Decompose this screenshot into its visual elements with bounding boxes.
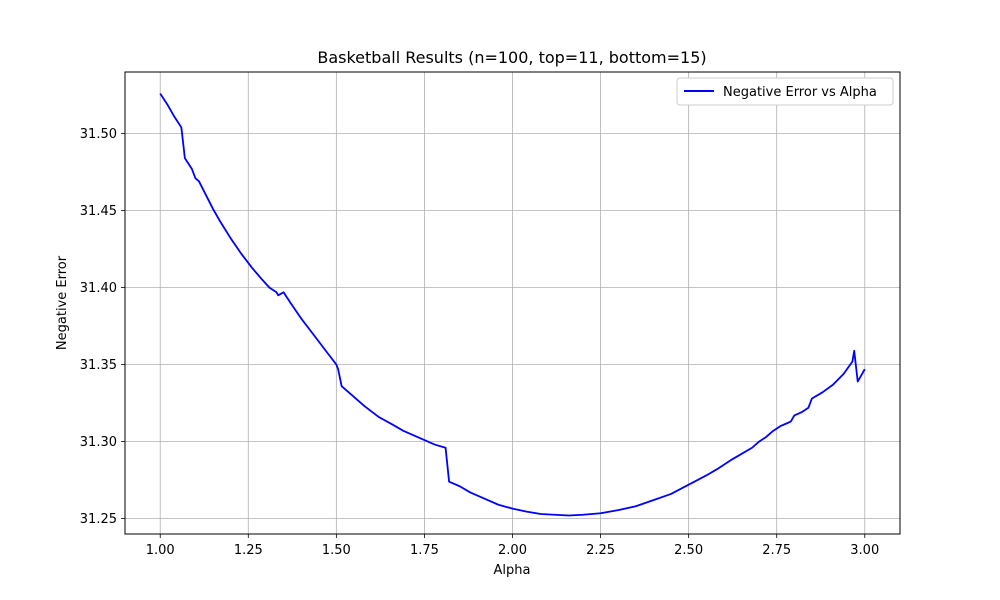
chart-title: Basketball Results (n=100, top=11, botto… <box>317 48 706 67</box>
x-tick-label: 1.50 <box>322 543 351 558</box>
x-tick-label: 2.75 <box>762 543 791 558</box>
y-axis: 31.25 31.30 31.35 31.40 31.45 31.50 <box>80 127 125 527</box>
y-tick-label: 31.45 <box>80 204 117 219</box>
x-tick-label: 3.00 <box>850 543 879 558</box>
grid <box>125 72 900 534</box>
y-axis-label: Negative Error <box>55 255 70 350</box>
x-tick-label: 1.75 <box>410 543 439 558</box>
legend: Negative Error vs Alpha <box>676 77 894 106</box>
y-tick-label: 31.40 <box>80 281 117 296</box>
y-tick-label: 31.35 <box>80 358 117 373</box>
series-line-0 <box>159 93 866 517</box>
legend-entry-label: Negative Error vs Alpha <box>723 85 877 100</box>
x-tick-label: 1.00 <box>146 543 175 558</box>
x-axis: 1.00 1.25 1.50 1.75 2.00 2.25 2.50 2.75 3.00 <box>146 534 879 558</box>
series-layer <box>159 93 866 517</box>
x-tick-label: 1.25 <box>234 543 263 558</box>
y-tick-label: 31.50 <box>80 127 117 142</box>
x-tick-label: 2.00 <box>498 543 527 558</box>
x-axis-label: Alpha <box>494 563 531 578</box>
x-tick-label: 2.25 <box>586 543 615 558</box>
y-tick-label: 31.25 <box>80 512 117 527</box>
y-tick-label: 31.30 <box>80 435 117 450</box>
x-tick-label: 2.50 <box>674 543 703 558</box>
legend-box <box>676 77 894 106</box>
